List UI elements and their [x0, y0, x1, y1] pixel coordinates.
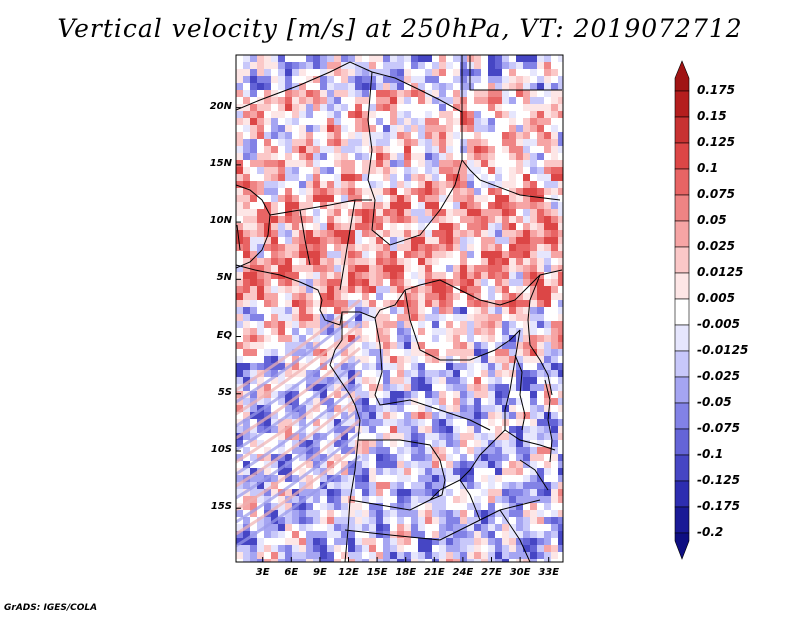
colorbar-label: 0.175 [697, 83, 735, 97]
colorbar-label: 0.025 [697, 239, 735, 253]
lat-label: 15S [196, 501, 232, 512]
velocity-field [236, 55, 566, 567]
colorbar-label: -0.2 [697, 525, 723, 539]
colorbar-swatch [675, 507, 689, 533]
colorbar-label: 0.005 [697, 291, 735, 305]
colorbar-swatch [675, 325, 689, 351]
colorbar-swatch [675, 533, 689, 559]
lon-label: 6E [276, 567, 306, 578]
colorbar-swatch [675, 91, 689, 117]
colorbar-swatch [675, 377, 689, 403]
lat-label: 20N [196, 101, 232, 112]
lon-label: 30E [505, 567, 535, 578]
colorbar-label: 0.15 [697, 109, 727, 123]
colorbar-swatch [675, 117, 689, 143]
lat-label: 15N [196, 158, 232, 169]
colorbar-swatch [675, 169, 689, 195]
lon-label: 33E [534, 567, 564, 578]
colorbar-label: 0.05 [697, 213, 727, 227]
lon-label: 24E [448, 567, 478, 578]
colorbar-label: 0.0125 [697, 265, 743, 279]
colorbar-label: -0.0125 [697, 343, 748, 357]
colorbar-label: 0.1 [697, 161, 718, 175]
lon-label: 3E [248, 567, 278, 578]
credit-text: GrADS: IGES/COLA [4, 603, 97, 613]
lat-label: 10N [196, 215, 232, 226]
colorbar-swatch [675, 247, 689, 273]
lon-label: 15E [362, 567, 392, 578]
lat-label: EQ [196, 330, 232, 341]
colorbar-swatch [675, 143, 689, 169]
colorbar-label: 0.075 [697, 187, 735, 201]
lat-label: 10S [196, 444, 232, 455]
colorbar-label: 0.125 [697, 135, 735, 149]
colorbar-swatch [675, 403, 689, 429]
colorbar-swatch [675, 299, 689, 325]
colorbar-label: -0.005 [697, 317, 740, 331]
colorbar-swatch [675, 273, 689, 299]
colorbar-label: -0.025 [697, 369, 740, 383]
lat-label: 5N [196, 272, 232, 283]
lon-label: 18E [391, 567, 421, 578]
lon-label: 21E [419, 567, 449, 578]
lon-label: 12E [333, 567, 363, 578]
colorbar-swatch [675, 221, 689, 247]
colorbar-swatch [675, 455, 689, 481]
colorbar-label: -0.175 [697, 499, 740, 513]
colorbar-swatch [675, 351, 689, 377]
lon-label: 27E [476, 567, 506, 578]
colorbar-label: -0.125 [697, 473, 740, 487]
colorbar-swatch [675, 195, 689, 221]
colorbar-label: -0.1 [697, 447, 723, 461]
colorbar [675, 61, 689, 559]
colorbar-label: -0.075 [697, 421, 740, 435]
colorbar-swatch [675, 61, 689, 91]
colorbar-swatch [675, 429, 689, 455]
lon-label: 9E [305, 567, 335, 578]
lat-label: 5S [196, 387, 232, 398]
map-title: Vertical velocity [m/s] at 250hPa, VT: 2… [0, 14, 800, 43]
map-figure [0, 0, 800, 618]
colorbar-swatch [675, 481, 689, 507]
colorbar-label: -0.05 [697, 395, 732, 409]
